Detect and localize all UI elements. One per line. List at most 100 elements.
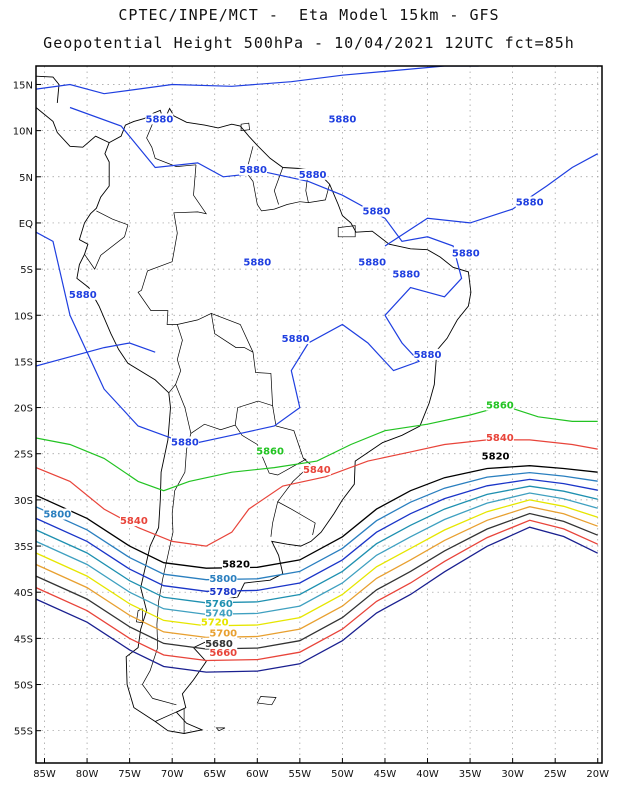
lat-tick-label: 25S: [14, 450, 33, 461]
contour-label-bg: [362, 205, 391, 217]
contour-label-bg: [119, 514, 148, 526]
lon-tick-label: 20W: [586, 769, 609, 780]
contour-label-bg: [239, 164, 268, 176]
contour-label-bg: [485, 431, 514, 443]
contour-label: 5880: [69, 290, 97, 301]
contour-labels: 5880 5880 5880 5880 5880 5880 5880 5880 5880 5880…: [43, 113, 544, 659]
contour-label-bg: [243, 256, 272, 268]
contour-label: 5840: [120, 516, 148, 527]
island-outline: [240, 122, 250, 131]
contour-label-bg: [68, 288, 97, 300]
lon-tick-label: 80W: [76, 769, 99, 780]
contour-5820: [36, 465, 598, 569]
contour-label: 5880: [516, 197, 544, 208]
coastlines-borders: [0, 75, 472, 734]
lon-tick-label: 70W: [161, 769, 184, 780]
contour-5880-atlantic: [384, 153, 598, 247]
lat-tick-label: 5S: [20, 265, 33, 276]
contour-5800: [36, 471, 598, 581]
contour-label-bg: [302, 464, 331, 476]
country-border: [270, 501, 279, 537]
island-outline: [0, 217, 4, 232]
contour-label: 5740: [205, 608, 233, 619]
contour-5860: [36, 405, 598, 492]
south-america-coastline: [76, 107, 472, 734]
contour-label: 5880: [299, 170, 327, 181]
axis-ticks: 15N 10N 5N EQ 5S 10S 15S 20S 25S 30S 35S 40S 45S 50S 5…: [13, 80, 609, 780]
contour-label: 5880: [328, 114, 356, 125]
country-border: [96, 210, 129, 226]
contour-label-bg: [145, 113, 174, 125]
contour-label-bg: [298, 168, 327, 180]
lat-tick-label: 10N: [13, 127, 33, 138]
lon-tick-label: 55W: [289, 769, 312, 780]
contour-5720: [36, 499, 598, 627]
country-border: [146, 121, 197, 167]
contour-5680: [36, 512, 598, 650]
contour-label: 5840: [486, 433, 514, 444]
contour-label: 5800: [43, 510, 71, 521]
contour-label: 5880: [282, 334, 310, 345]
contour-label: 5880: [392, 269, 420, 280]
contour-label-bg: [200, 616, 229, 628]
lon-tick-label: 85W: [33, 769, 56, 780]
lat-tick-label: 40S: [14, 588, 33, 599]
lon-tick-label: 35W: [459, 769, 482, 780]
contour-label-bg: [170, 436, 199, 448]
lat-tick-label: 10S: [14, 311, 33, 322]
country-border: [211, 313, 254, 353]
contour-label: 5760: [205, 599, 233, 610]
contour-label-bg: [209, 627, 238, 639]
contour-label: 5660: [209, 648, 237, 659]
contour-5780: [36, 478, 598, 592]
contour-5760: [36, 485, 598, 604]
contour-label-bg: [222, 558, 251, 570]
lon-tick-label: 50W: [331, 769, 354, 780]
contour-label: 5880: [171, 438, 199, 449]
lat-tick-label: 50S: [14, 681, 33, 692]
contour-label-bg: [204, 607, 233, 619]
lat-tick-label: EQ: [19, 219, 33, 230]
contour-label: 5800: [209, 574, 237, 585]
lat-tick-label: 35S: [14, 542, 33, 553]
country-border: [234, 405, 307, 476]
lat-tick-label: 5N: [19, 173, 33, 184]
lat-tick-label: 55S: [14, 727, 33, 738]
contour-label-bg: [515, 196, 544, 208]
contour-label: 5880: [414, 350, 442, 361]
country-border: [155, 707, 185, 734]
contour-label-bg: [256, 445, 285, 457]
country-border: [141, 433, 192, 706]
lon-tick-label: 45W: [374, 769, 397, 780]
contour-label: 5880: [145, 114, 173, 125]
contour-5880-pacific: [36, 342, 156, 367]
map-subtitle: Geopotential Height 500hPa - 10/04/2021 …: [43, 34, 575, 52]
contour-label: 5820: [222, 559, 250, 570]
contour-label-bg: [485, 399, 514, 411]
lon-tick-label: 60W: [246, 769, 269, 780]
contour-label-bg: [43, 508, 72, 520]
lat-tick-label: 45S: [14, 634, 33, 645]
country-border: [171, 164, 207, 262]
lon-tick-label: 65W: [203, 769, 226, 780]
country-border: [273, 167, 284, 205]
contour-label: 5680: [205, 639, 233, 650]
contour-label: 5880: [239, 165, 267, 176]
contour-label: 5780: [209, 587, 237, 598]
island-outline: [215, 727, 226, 732]
contour-label-bg: [209, 573, 238, 585]
contour-label-bg: [451, 247, 480, 259]
lat-tick-label: 15S: [14, 357, 33, 368]
contour-label: 5720: [201, 618, 229, 629]
contour-label: 5860: [486, 401, 514, 412]
lat-tick-label: 15N: [13, 80, 33, 91]
contour-5700: [36, 506, 598, 639]
contour-label: 5880: [363, 207, 391, 218]
central-america-coastline: [36, 107, 110, 148]
contour-5740: [36, 492, 598, 616]
contour-label-bg: [281, 333, 310, 345]
contour-label: 5880: [243, 257, 271, 268]
contour-label: 5820: [482, 451, 510, 462]
contour-label-bg: [413, 348, 442, 360]
lat-tick-label: 30S: [14, 496, 33, 507]
